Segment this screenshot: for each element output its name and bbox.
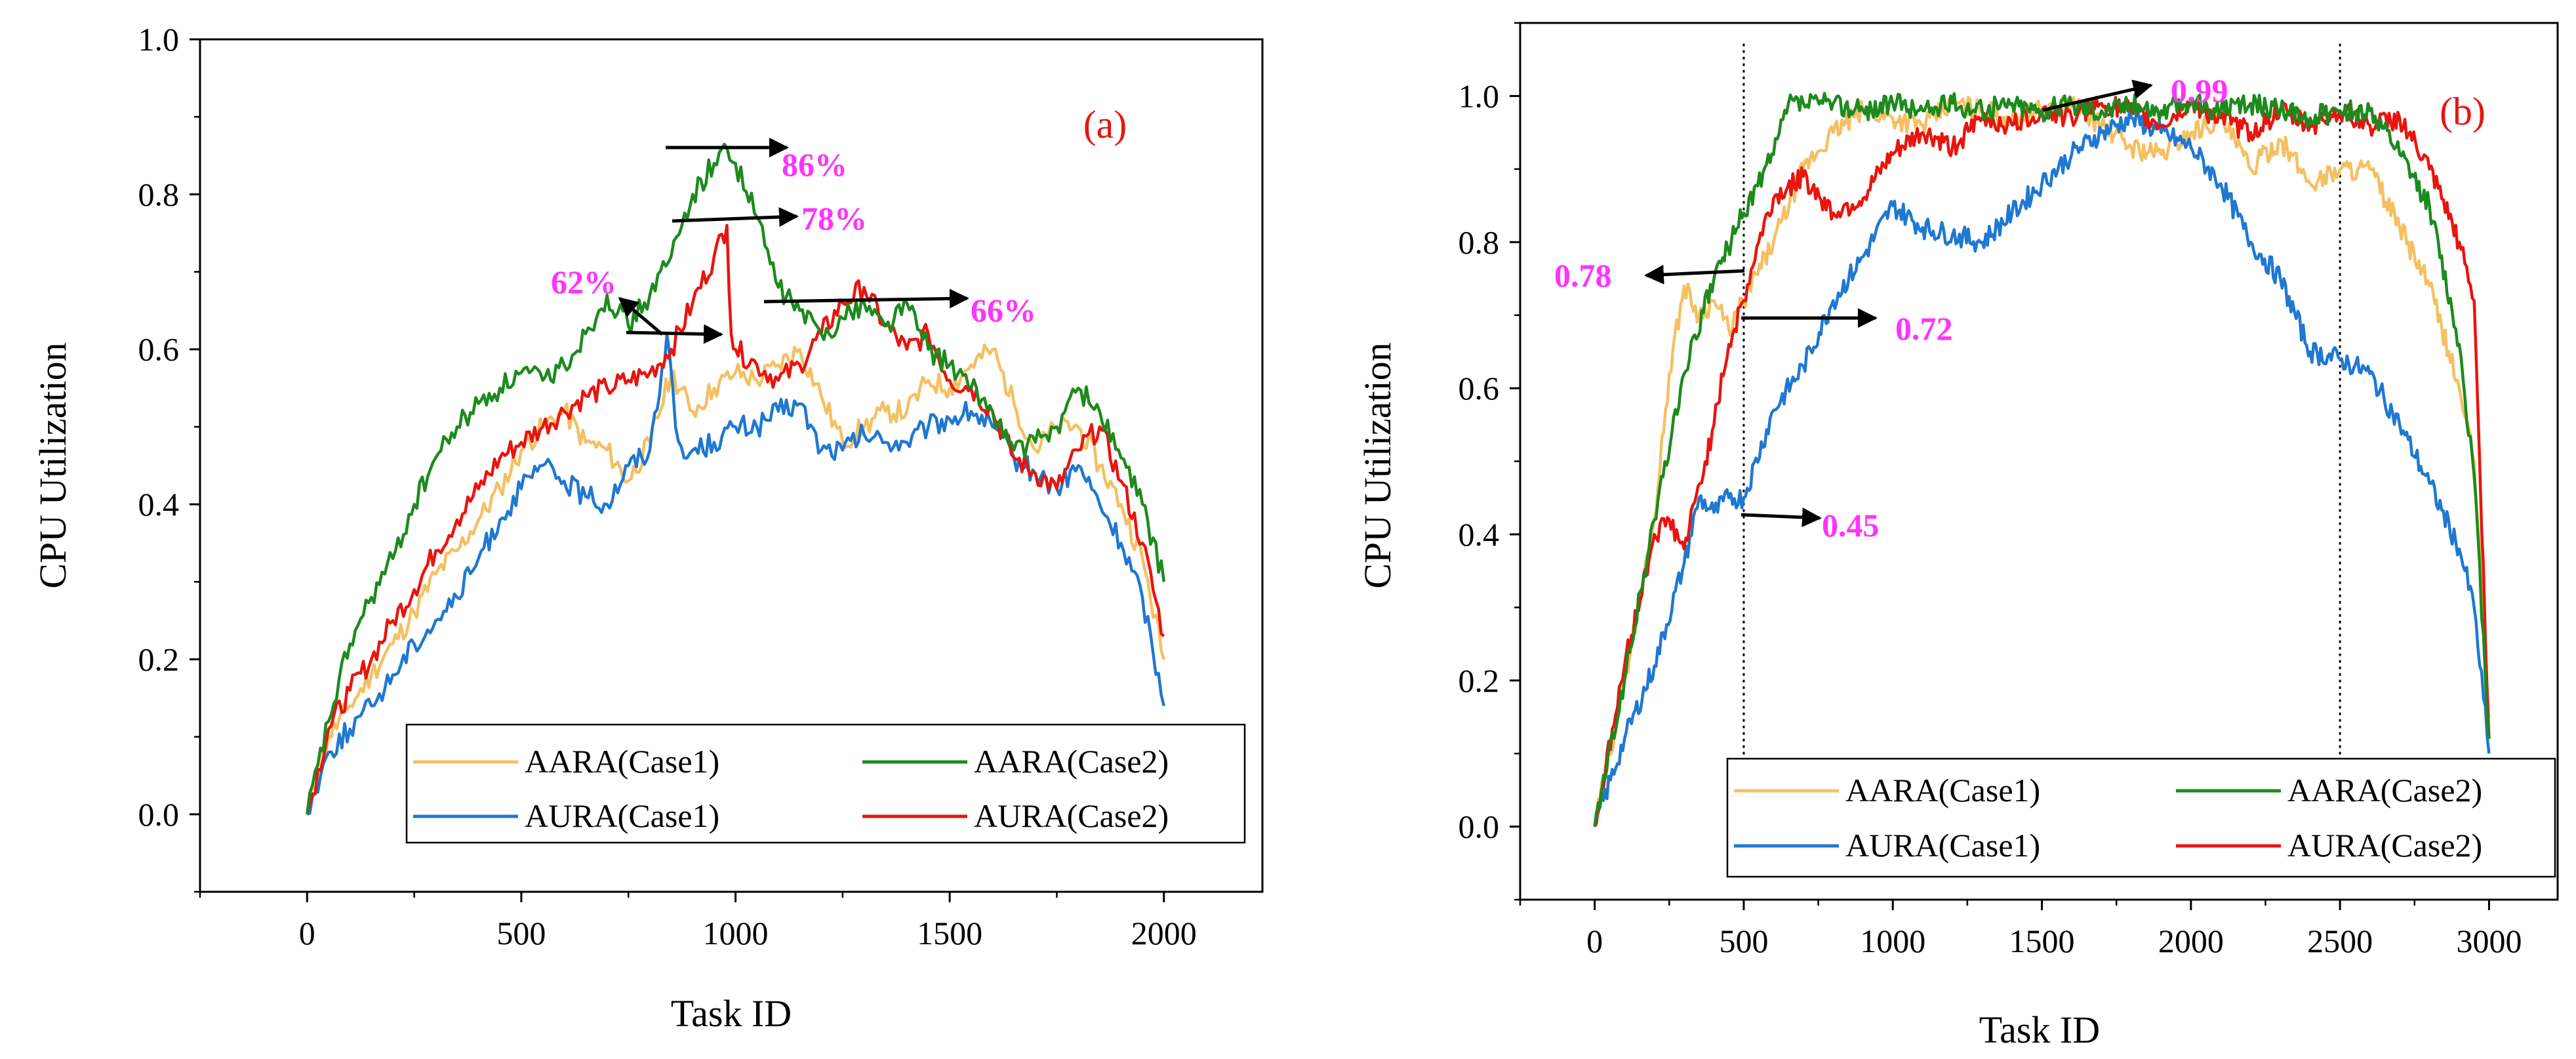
x-tick-label: 0	[299, 915, 315, 951]
y-tick-label: 0.2	[138, 641, 180, 677]
axis-ticks-b	[1510, 22, 2490, 910]
annotation-label: 0.45	[1822, 507, 1880, 544]
legend-box	[1726, 757, 2556, 878]
legend-label: AARA(Case2)	[2287, 772, 2482, 809]
y-tick-label: 0.8	[1459, 224, 1500, 260]
x-tick-label: 1000	[1860, 923, 1925, 959]
legend-box	[405, 723, 1246, 844]
annotation-arrow	[1644, 264, 1745, 285]
annotation-label: 62%	[551, 264, 616, 300]
plot-frame-a	[199, 38, 1264, 893]
panel-label-a: (a)	[1083, 103, 1127, 146]
annotation-arrow	[618, 297, 664, 336]
x-axis-label-b: Task ID	[1979, 1009, 2100, 1051]
y-tick-label: 1.0	[1459, 77, 1500, 114]
legend-label: AURA(Case1)	[525, 797, 719, 834]
series-lines-b	[1593, 92, 2491, 828]
series-line	[1593, 108, 2491, 827]
axis-ticks-a	[190, 38, 1165, 902]
annotation-label: 78%	[801, 200, 867, 237]
annotation-arrows-b	[1644, 79, 2153, 527]
x-tick-label: 500	[496, 915, 546, 951]
x-tick-label: 2000	[2158, 923, 2224, 959]
series-line	[1593, 92, 2491, 827]
y-tick-label: 0.0	[1459, 809, 1500, 845]
x-tick-label: 0	[1586, 923, 1603, 959]
legend-label: AARA(Case1)	[1845, 772, 2040, 809]
annotation-label: 0.78	[1554, 257, 1612, 294]
x-tick-label: 2500	[2307, 923, 2373, 959]
legend-label: AARA(Case1)	[525, 743, 719, 780]
y-tick-labels-b: 0.0 0.2 0.4 0.6 0.8 1.0	[1459, 77, 1500, 845]
legend-label: AARA(Case2)	[974, 743, 1169, 780]
y-tick-label: 0.4	[1459, 516, 1500, 553]
panel-label-b: (b)	[2440, 90, 2485, 133]
annotation-arrows-a	[618, 138, 969, 344]
annotation-label: 0.72	[1895, 310, 1953, 347]
series-line	[1593, 95, 2491, 828]
y-tick-label: 0.0	[138, 796, 180, 833]
x-tick-label: 1500	[2009, 923, 2075, 959]
y-tick-label: 0.8	[138, 176, 180, 212]
x-tick-label: 2000	[1131, 915, 1197, 951]
series-line	[306, 142, 1166, 815]
series-line	[306, 224, 1165, 815]
y-axis-label-b: CPU Utilization	[1356, 342, 1399, 588]
annotation-arrow	[2042, 79, 2153, 112]
y-tick-label: 0.4	[138, 486, 180, 523]
annotation-arrow	[763, 289, 969, 309]
x-tick-labels-a: 0 500 1000 1500 2000	[299, 915, 1197, 951]
series-lines-a	[306, 142, 1166, 816]
annotation-arrow	[1741, 507, 1822, 527]
y-tick-label: 0.6	[1459, 370, 1500, 407]
reference-lines-b	[1742, 43, 2341, 827]
series-line	[306, 344, 1165, 815]
y-axis-label-a: CPU Utilization	[31, 342, 74, 588]
annotation-label: 86%	[782, 146, 847, 183]
annotation-arrow	[672, 207, 799, 227]
legend-label: AURA(Case2)	[974, 797, 1169, 834]
legend-label: AURA(Case2)	[2287, 827, 2482, 864]
x-axis-label-a: Task ID	[671, 992, 792, 1035]
x-tick-labels-b: 0 500 1000 1500 2000 2500 3000	[1586, 923, 2522, 959]
annotation-arrow	[626, 324, 723, 344]
x-tick-label: 1000	[703, 915, 769, 951]
x-tick-label: 1500	[917, 915, 982, 951]
y-tick-label: 0.2	[1459, 662, 1500, 699]
annotation-label: 66%	[971, 292, 1036, 329]
x-tick-label: 500	[1719, 923, 1768, 959]
legend-label: AURA(Case1)	[1845, 827, 2040, 864]
chart-panel-b: 0 500 1000 1500 2000 2500 3000 0.0 0.2 0…	[1356, 22, 2559, 1051]
legend-a: AARA(Case1) AARA(Case2) AURA(Case1) AURA…	[405, 723, 1246, 844]
x-tick-label: 3000	[2456, 923, 2522, 959]
series-line	[1593, 94, 2491, 828]
chart-panel-a: 0 500 1000 1500 2000 0.0 0.2 0.4 0.6 0.8…	[31, 21, 1264, 1035]
annotation-label: 0.99	[2171, 72, 2228, 109]
y-tick-label: 0.6	[138, 331, 180, 368]
y-tick-labels-a: 0.0 0.2 0.4 0.6 0.8 1.0	[138, 21, 180, 833]
y-tick-label: 1.0	[138, 21, 180, 58]
legend-b: AARA(Case1) AARA(Case2) AURA(Case1) AURA…	[1726, 757, 2556, 878]
